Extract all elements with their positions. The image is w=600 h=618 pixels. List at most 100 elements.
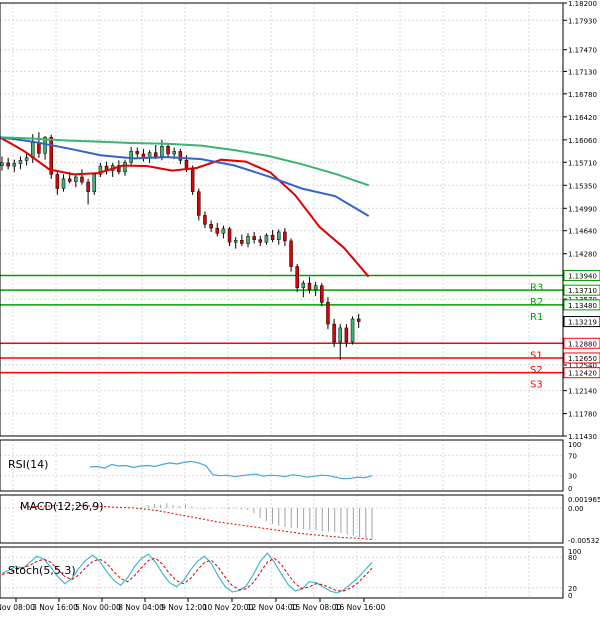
candle-down <box>227 228 232 243</box>
candle-down <box>295 266 299 288</box>
level-tag-s2 <box>563 352 600 364</box>
price-tick-label: 1.12540 <box>568 362 597 370</box>
candle-up <box>172 151 176 155</box>
stoch-tick-label: 20 <box>568 585 577 593</box>
price-tick-label: 1.14990 <box>568 205 597 213</box>
candle-up <box>264 234 269 243</box>
price-frame <box>0 2 564 437</box>
candle-up <box>221 228 226 234</box>
candle-up <box>160 146 164 157</box>
macd-frame <box>0 494 564 544</box>
stoch-frame <box>0 546 564 599</box>
candle-down <box>117 165 121 173</box>
current-price-text: 1.13219 <box>568 319 597 327</box>
candle-up <box>61 178 66 189</box>
price-tick-label: 1.18200 <box>568 0 597 8</box>
candle-down <box>289 240 293 267</box>
price-tick-label: 1.15710 <box>568 159 597 167</box>
price-panel: 1.18200 1.17930 1.17470 1.17130 1.16780 1.164… <box>0 0 600 441</box>
time-axis-label: 10 Nov 20:00 <box>203 603 254 612</box>
rsi-frame <box>0 439 564 492</box>
time-axis: 1 Nov 08:003 Nov 16:005 Nov 00:008 Nov 0… <box>0 598 386 612</box>
candle-down <box>209 224 213 229</box>
stoch-tick-label: 100 <box>568 548 581 556</box>
rsi-plot-area <box>0 440 563 491</box>
rsi-tick-label: 100 <box>568 441 581 449</box>
rsi-title: RSI(14) <box>8 458 48 471</box>
price-plot-area <box>0 3 563 436</box>
stoch-main-line <box>1 552 373 594</box>
candle-up <box>233 240 238 243</box>
candle-down <box>190 169 195 192</box>
time-axis-label: 5 Nov 00:00 <box>75 603 121 612</box>
candle-down <box>283 231 287 242</box>
candle-down <box>67 178 72 182</box>
candle-down <box>270 234 275 240</box>
macd-title: MACD(12,26,9) <box>20 500 104 513</box>
stoch-tick-label: 0 <box>568 592 572 600</box>
time-axis-label: 12 Nov 04:00 <box>247 603 298 612</box>
candle-down <box>80 176 84 183</box>
candle-up <box>12 163 17 167</box>
macd-tick-label: 0.001965 <box>568 496 600 504</box>
candle-down <box>258 239 263 243</box>
candle-up <box>98 165 103 175</box>
level-tag-text: 1.13480 <box>568 302 597 310</box>
level-label-r1: R1 <box>530 312 543 323</box>
candle-down <box>135 151 140 155</box>
candle-up <box>277 231 281 240</box>
price-tick-label: 1.11780 <box>568 411 597 419</box>
candle-down <box>332 323 336 343</box>
candle-up <box>24 157 29 161</box>
price-tick-label: 1.15350 <box>568 182 597 190</box>
level-tag-text: 1.13940 <box>568 272 597 280</box>
candle-down <box>49 137 53 175</box>
level-label-r3: R3 <box>530 282 543 293</box>
rsi-tick-label: 30 <box>568 473 577 481</box>
candle-down <box>166 146 170 155</box>
candle-down <box>326 302 330 325</box>
candle-up <box>338 327 342 343</box>
candle-down <box>215 227 219 234</box>
candle-down <box>356 318 361 322</box>
level-label-s1: S1 <box>530 350 543 361</box>
candle-down <box>86 181 90 192</box>
price-tick-label: 1.11430 <box>568 433 597 441</box>
candle-up <box>246 236 250 244</box>
stoch-signal-line <box>1 557 373 592</box>
price-tick-label: 1.16420 <box>568 114 597 122</box>
candle-up <box>129 151 133 163</box>
level-tag-s1 <box>563 337 600 349</box>
level-label-r2: R2 <box>530 297 543 308</box>
level-tag-text: 1.12880 <box>568 340 597 348</box>
time-axis-label: 1 Nov 08:00 <box>0 603 35 612</box>
candle-down <box>203 215 207 225</box>
level-tag-text: 1.12650 <box>568 355 597 363</box>
level-tag-r1 <box>563 299 600 311</box>
moving-average-fast <box>0 136 370 278</box>
time-axis-label: 8 Nov 04:00 <box>118 603 164 612</box>
rsi-tick-label: 0 <box>568 485 572 493</box>
current-price-tag <box>563 316 600 328</box>
candle-down <box>197 191 201 216</box>
candle-down <box>307 282 312 290</box>
macd-tick-label: -0.005325 <box>568 537 600 545</box>
level-tag-r3 <box>563 269 600 281</box>
rsi-tick-label: 70 <box>568 452 577 460</box>
candle-down <box>37 142 41 154</box>
rsi-panel: 100 70 30 0 <box>0 439 581 493</box>
candle-up <box>123 162 127 173</box>
macd-plot-area <box>0 495 563 543</box>
candle-down <box>6 162 10 167</box>
stoch-plot-area <box>0 547 563 598</box>
candle-up <box>74 176 78 182</box>
time-axis-label: 16 Nov 16:00 <box>335 603 386 612</box>
candle-down <box>320 285 324 303</box>
moving-average-mid <box>0 136 370 217</box>
candle-down <box>178 151 183 161</box>
price-tick-label: 1.17470 <box>568 47 597 55</box>
candle-up <box>92 174 96 192</box>
